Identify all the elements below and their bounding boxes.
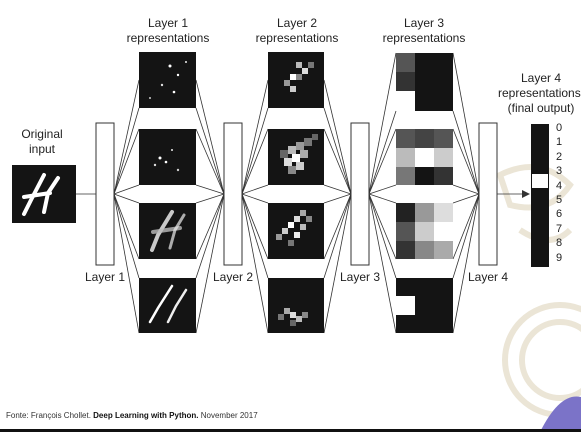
source-citation: Fonte: François Chollet. Deep Learning w… <box>6 411 258 420</box>
source-suffix: November 2017 <box>198 411 258 420</box>
layer3-panel-2 <box>396 129 453 185</box>
layer2-bar <box>223 122 243 266</box>
digit-label: 0 <box>556 122 563 134</box>
output-highlight-cell <box>532 174 548 188</box>
digit-label: 2 <box>556 150 563 163</box>
layer4-title: Layer 4 representations (final output) <box>496 71 581 116</box>
layer3-panel-4 <box>396 278 453 333</box>
digit-label: 8 <box>556 237 563 250</box>
output-column <box>531 124 549 267</box>
layer4-title-line1: Layer 4 <box>520 71 562 85</box>
source-prefix: Fonte: François Chollet. <box>6 411 94 420</box>
original-input-label: Original input <box>2 127 82 157</box>
layer3-title: Layer 3 representations <box>374 16 474 46</box>
layer1-title: Layer 1 representations <box>118 16 218 46</box>
layer2-title: Layer 2 representations <box>247 16 347 46</box>
layer2-panel-3 <box>268 203 324 259</box>
layer1-title-line1: Layer 1 <box>147 16 189 30</box>
digit-label: 6 <box>556 208 563 221</box>
layer1-panel-4 <box>139 278 196 333</box>
digit-label: 3 <box>556 165 563 178</box>
layer1-panel-3 <box>139 203 196 259</box>
original-input-label-line2: input <box>28 142 56 156</box>
bottom-bar <box>0 429 581 432</box>
layer1-label: Layer 1 <box>84 270 126 284</box>
layer2-title-line1: Layer 2 <box>276 16 318 30</box>
layer4-bar <box>478 122 498 266</box>
digit-label: 5 <box>556 194 563 206</box>
layer4-title-line2: representations <box>498 86 581 100</box>
layer2-title-line2: representations <box>255 31 339 45</box>
layer1-panel-2 <box>139 129 196 185</box>
digit-label: 1 <box>556 136 563 149</box>
digit-label: 4 <box>556 179 563 192</box>
layer1-title-line2: representations <box>126 31 210 45</box>
connection-lines <box>76 52 480 334</box>
layer2-panel-1 <box>268 52 324 108</box>
layer3-panel-3 <box>396 203 453 259</box>
layer3-title-line1: Layer 3 <box>403 16 445 30</box>
digit-label: 7 <box>556 222 563 235</box>
layer2-label: Layer 2 <box>212 270 254 284</box>
layer2-panel-2 <box>268 129 324 185</box>
layer3-label: Layer 3 <box>339 270 381 284</box>
original-input-image <box>12 165 76 223</box>
layer1-bar <box>95 122 115 266</box>
layer3-panel-1 <box>396 53 453 111</box>
layer4-title-line3: (final output) <box>507 101 575 115</box>
original-input-label-line1: Original <box>21 127 63 141</box>
layer2-panel-4 <box>268 278 324 333</box>
arrow-head-icon <box>522 190 530 198</box>
layer3-bar <box>350 122 370 266</box>
layer1-panel-1 <box>139 52 196 108</box>
layer4-label: Layer 4 <box>467 270 509 284</box>
source-title: Deep Learning with Python. <box>93 411 199 420</box>
digit-label: 9 <box>556 251 563 264</box>
layer3-title-line2: representations <box>382 31 466 45</box>
